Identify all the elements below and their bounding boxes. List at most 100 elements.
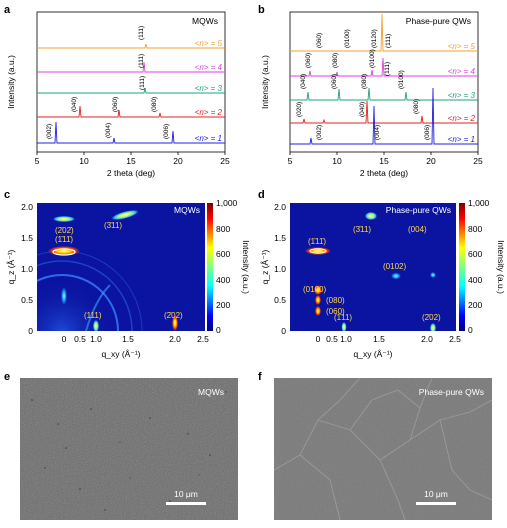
peak-d-202: (2̄02) xyxy=(422,313,441,322)
peak-d-311: (3̄11) xyxy=(353,225,371,234)
xtick-a-1: 10 xyxy=(79,156,89,166)
panel-a-frame xyxy=(36,11,226,153)
cbar-d-5: 1,000 xyxy=(468,198,490,208)
panel-c-letter: c xyxy=(4,189,10,201)
grain-boundaries xyxy=(273,377,493,521)
trace-label-a-n4: <n> = 4 xyxy=(195,63,223,72)
trace-b-n4 xyxy=(290,57,478,77)
xtick-d-1: 0.5 xyxy=(326,334,338,344)
panel-d: d q_z (Å⁻¹) Phase-pure QWs (3̄11) (004) … xyxy=(258,189,506,359)
trace-a-n3 xyxy=(37,87,225,94)
peak-a-006: (006) xyxy=(163,124,170,139)
xtick-c-5: 2.5 xyxy=(197,334,209,344)
panel-e: e MQWs 10 μm xyxy=(4,371,238,520)
peak-a-080: (080) xyxy=(151,97,158,112)
trace-a-n5 xyxy=(37,43,225,49)
cbar-c-0: 0 xyxy=(216,325,221,335)
peak-a-111-n3: (111) xyxy=(139,76,146,90)
peak-b-020-n2: (020) xyxy=(296,102,303,117)
panel-c: c q_z (Å⁻¹) MQWs (2̄02̄) (3̄11) (1̄11̄) … xyxy=(4,189,251,359)
peak-b-0100-n5: (0100) xyxy=(344,29,351,48)
panel-b-xlabel: 2 theta (deg) xyxy=(360,168,408,178)
panel-d-label: Phase-pure QWs xyxy=(386,205,451,215)
xtick-d-5: 2.5 xyxy=(449,334,461,344)
peak-a-004: (004) xyxy=(105,123,112,138)
panel-d-ylabel: q_z (Å⁻¹) xyxy=(260,249,270,284)
peak-b-060-n4: (060) xyxy=(305,53,312,68)
ytick-c-0: 0 xyxy=(28,326,33,336)
trace-label-a-n1: <n> = 1 xyxy=(195,134,222,143)
peak-d-060: (060) xyxy=(326,307,345,316)
peak-b-040-n3: (040) xyxy=(300,74,307,89)
ytick-c-2: 1.0 xyxy=(21,264,33,274)
peak-c-111: (111) xyxy=(84,311,102,320)
xtick-a-4: 25 xyxy=(220,156,230,166)
panel-c-ylabel: q_z (Å⁻¹) xyxy=(6,249,16,284)
panel-f-scale: 10 μm xyxy=(424,489,448,499)
panel-f: f Phase-pure QWs 10 μm xyxy=(258,371,493,521)
xtick-c-1: 0.5 xyxy=(74,334,86,344)
xtick-d-4: 2.0 xyxy=(421,334,433,344)
trace-label-b-n1: <n> = 1 xyxy=(448,135,475,144)
panel-a-ylabel: Intensity (a.u.) xyxy=(6,55,16,109)
ytick-d-1: 0.5 xyxy=(274,295,286,305)
peak-b-0100-n3: (0100) xyxy=(398,70,405,89)
peak-b-080-n4: (080) xyxy=(332,53,339,68)
cbar-c-4: 800 xyxy=(216,224,230,234)
xtick-d-3: 1.5 xyxy=(373,334,385,344)
ytick-d-2: 1.0 xyxy=(274,264,286,274)
peak-c-202: (2̄02̄) xyxy=(55,226,74,235)
panel-d-cbar-label: Intensity (a.u.) xyxy=(496,240,506,294)
xtick-a-2: 15 xyxy=(126,156,136,166)
trace-label-b-n4: <n> = 4 xyxy=(448,67,476,76)
xtick-b-0: 5 xyxy=(288,156,293,166)
trace-label-a-n3: <n> = 3 xyxy=(195,84,223,93)
ytick-d-0: 0 xyxy=(281,326,286,336)
panel-c-colorbar xyxy=(207,203,213,331)
trace-label-a-n2: <n> = 2 xyxy=(195,108,223,117)
ytick-d-4: 2.0 xyxy=(274,202,286,212)
xtick-c-2: 1.0 xyxy=(90,334,102,344)
cbar-c-3: 600 xyxy=(216,249,230,259)
xtick-b-4: 25 xyxy=(473,156,483,166)
trace-b-n2 xyxy=(290,100,478,124)
peak-b-004-n1: (004) xyxy=(374,125,381,140)
trace-a-n1 xyxy=(37,121,225,144)
panel-d-xlabel: q_xy (Å⁻¹) xyxy=(354,349,393,359)
peak-b-080-n3: (080) xyxy=(361,74,368,89)
trace-b-n1 xyxy=(290,87,478,145)
cbar-d-4: 800 xyxy=(468,224,482,234)
peak-a-060: (060) xyxy=(112,97,119,112)
peak-a-002: (002) xyxy=(46,124,53,139)
panel-d-map xyxy=(290,203,456,331)
peak-d-080: (080) xyxy=(326,296,345,305)
peak-b-0100-n4: (0100) xyxy=(369,49,376,68)
trace-b-n5 xyxy=(290,13,478,52)
panel-c-cbar-label: Intensity (a.u.) xyxy=(241,240,251,294)
panel-e-scalebar xyxy=(166,502,206,505)
cbar-d-2: 400 xyxy=(468,275,482,285)
cbar-c-5: 1,000 xyxy=(216,198,238,208)
panel-e-label: MQWs xyxy=(198,387,224,397)
trace-label-a-n5: <n> = 5 xyxy=(195,39,223,48)
peak-a-040: (040) xyxy=(71,97,78,112)
peak-b-002-n1: (002) xyxy=(316,125,323,140)
peak-b-111-n5: (111) xyxy=(385,34,392,48)
xtick-b-3: 20 xyxy=(426,156,436,166)
cbar-c-1: 200 xyxy=(216,300,230,310)
ytick-c-3: 1.5 xyxy=(21,233,33,243)
panel-b-letter: b xyxy=(258,4,265,16)
peak-b-060-n5: (060) xyxy=(316,33,323,48)
peak-c-111bar: (1̄11̄) xyxy=(55,235,73,244)
peak-a-111-n5: (111) xyxy=(138,26,145,40)
peak-b-0120-n5: (0120) xyxy=(371,29,378,48)
panel-f-letter: f xyxy=(258,371,262,383)
trace-a-n2 xyxy=(37,105,225,118)
ytick-c-1: 0.5 xyxy=(21,295,33,305)
cbar-d-0: 0 xyxy=(468,325,473,335)
panel-d-colorbar xyxy=(459,203,465,331)
peak-d-111bar: (1̄11̄) xyxy=(308,237,326,246)
peak-b-080-n2: (080) xyxy=(413,99,420,114)
xtick-b-1: 10 xyxy=(332,156,342,166)
peak-d-0100: (0100) xyxy=(303,285,326,294)
